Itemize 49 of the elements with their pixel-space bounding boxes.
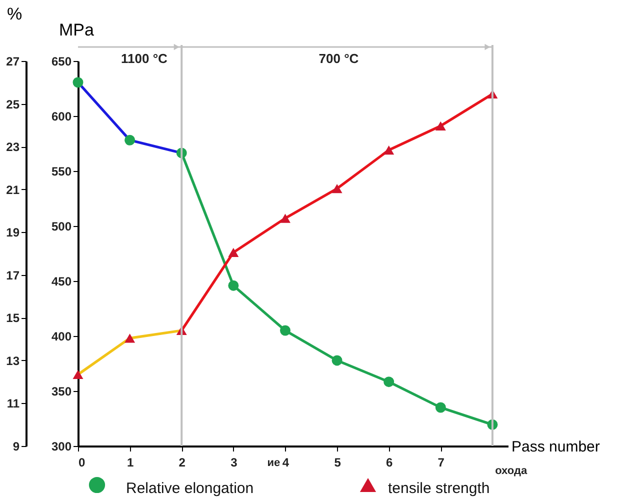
x-tick-label: 0 bbox=[78, 456, 86, 470]
legend-label: Relative elongation bbox=[126, 480, 254, 497]
y-tick-label: 17 bbox=[6, 268, 20, 282]
y-tick-label: 21 bbox=[6, 182, 20, 197]
point bbox=[384, 146, 394, 155]
legend-label: tensile strength bbox=[388, 480, 490, 497]
y2-tick-label: 350 bbox=[51, 384, 72, 398]
y2-tick-label: 650 bbox=[51, 54, 72, 68]
x-tick-label: 7 bbox=[438, 456, 445, 470]
text: ие bbox=[267, 457, 280, 469]
x-axis-title: Pass number bbox=[512, 438, 600, 456]
point bbox=[72, 370, 84, 380]
x-tick-label: 2 bbox=[178, 456, 186, 470]
y-axis-title: % bbox=[6, 4, 22, 24]
y2-tick-label: 500 bbox=[51, 220, 72, 234]
x-tick-label: 6 bbox=[386, 456, 393, 470]
y-tick-label: 19 bbox=[6, 226, 20, 240]
y-tick-label: 11 bbox=[6, 396, 20, 411]
point bbox=[124, 334, 136, 343]
x-tick-label: 5 bbox=[334, 456, 342, 470]
point bbox=[435, 402, 446, 413]
y-tick-label: 13 bbox=[6, 354, 20, 368]
x-tick-label: 1 bbox=[126, 456, 134, 470]
point bbox=[332, 355, 342, 366]
y-tick-label: 15 bbox=[6, 311, 20, 326]
point bbox=[332, 184, 342, 194]
x-tick-label: 4 bbox=[282, 456, 290, 470]
point bbox=[228, 280, 239, 291]
y2-tick-label: 300 bbox=[51, 440, 72, 454]
y2-tick-label: 600 bbox=[51, 110, 72, 124]
point bbox=[280, 325, 290, 336]
point bbox=[228, 248, 239, 257]
y-tick-label: 23 bbox=[6, 140, 20, 154]
point bbox=[280, 214, 290, 223]
point bbox=[124, 134, 136, 146]
y2-tick-label: 450 bbox=[51, 274, 72, 288]
y-tick-label: 27 bbox=[6, 54, 20, 68]
y-tick-label: 9 bbox=[12, 440, 20, 454]
y-tick-label: 25 bbox=[6, 97, 20, 112]
point bbox=[72, 77, 84, 88]
annotation: 700 °C bbox=[318, 51, 360, 66]
text: охода bbox=[495, 465, 528, 477]
y2-axis-title: MPa bbox=[59, 20, 95, 40]
point bbox=[435, 121, 446, 130]
annotation: 1100 °C bbox=[121, 51, 168, 66]
x-tick-label: 3 bbox=[230, 456, 238, 470]
y2-tick-label: 400 bbox=[51, 330, 72, 344]
point bbox=[384, 376, 394, 388]
y2-tick-label: 550 bbox=[51, 164, 72, 178]
